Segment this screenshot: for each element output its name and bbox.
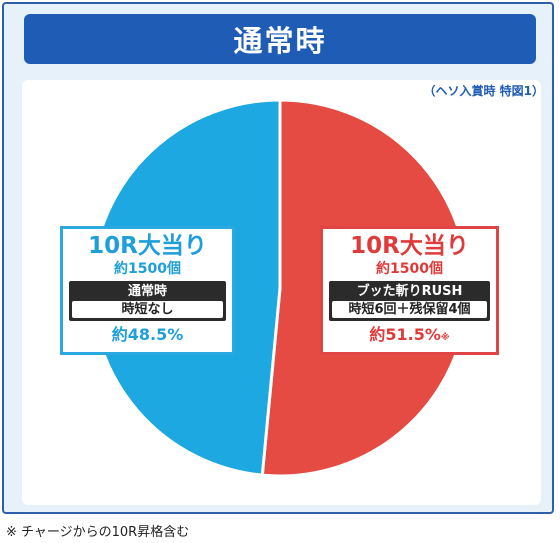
slice-mode: ブッた斬りRUSH <box>356 284 463 299</box>
slice-label: 10R大当り <box>88 233 207 259</box>
subnote: （ヘソ入賞時 特図1） <box>423 84 544 98</box>
slice-detail: 時短なし <box>72 301 223 318</box>
slice-percent-value: 約48.5% <box>111 325 184 344</box>
slice-percent: 約48.5% <box>63 325 232 348</box>
slice-percent-value: 約51.5% <box>369 325 441 344</box>
slice-percent: 約51.5%※ <box>323 325 496 348</box>
slice-mode-band: 通常時 時短なし <box>69 281 226 321</box>
slice-mode-band: ブッた斬りRUSH 時短6回＋残保留4個 <box>329 281 490 321</box>
page-title: 通常時 <box>24 14 536 64</box>
slice-amount: 約1500個 <box>114 261 181 277</box>
slice-mode: 通常時 <box>127 284 167 299</box>
slice-label: 10R大当り <box>350 233 469 259</box>
slice-label-box-right: 10R大当り 約1500個 ブッた斬りRUSH 時短6回＋残保留4個 約51.5… <box>320 226 499 355</box>
slice-percent-mark: ※ <box>440 333 450 343</box>
slice-detail: 時短6回＋残保留4個 <box>332 301 487 318</box>
slice-amount: 約1500個 <box>376 261 443 277</box>
slice-label-box-left: 10R大当り 約1500個 通常時 時短なし 約48.5% <box>60 226 235 355</box>
footnote: ※ チャージからの10R昇格含む <box>6 525 190 540</box>
